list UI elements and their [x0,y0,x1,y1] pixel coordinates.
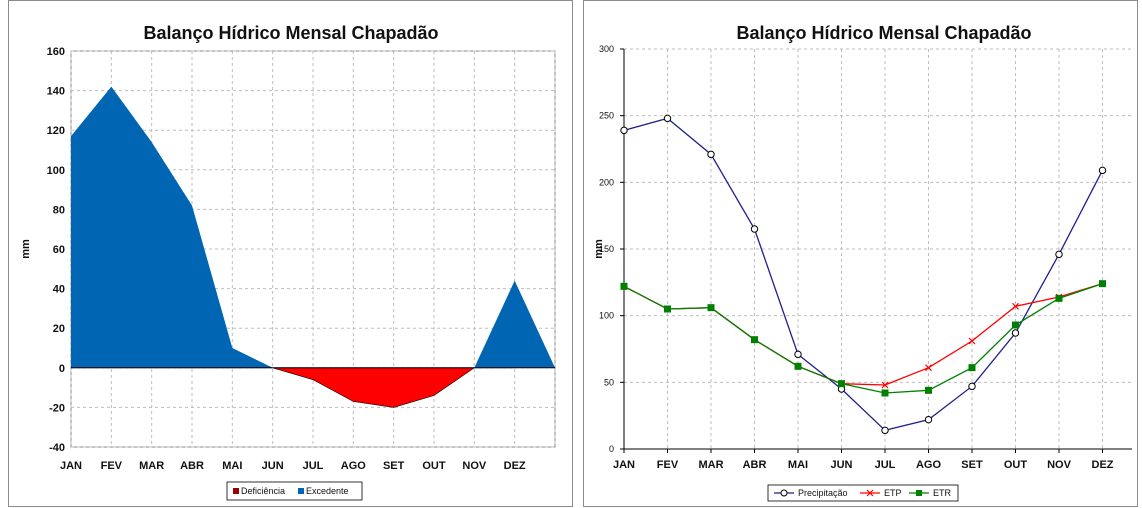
legend-label-etr: ETR [933,488,952,498]
series-etr-point [751,336,758,344]
series-etr-line [623,283,1103,394]
legend: Deficiência Excedente [226,481,363,501]
legend-label-deficiencia: Deficiência [241,486,285,496]
y-tick-label: 80 [53,204,65,216]
legend: Precipitação ETP ETR [767,484,959,502]
x-tick-label: MAR [139,460,164,472]
series-precipitacao-point [707,150,715,159]
legend-marker-deficiencia [233,488,239,494]
x-tick-label: JUN [830,459,852,471]
x-tick-label: ABR [180,460,204,472]
y-tick-label: 100 [599,311,614,321]
deficit-surplus-chart: Balanço Hídrico Mensal Chapadão -40 -20 0 20… [20,23,556,501]
series-precipitacao-point [1011,329,1020,337]
x-tick-label: DEZ [1092,459,1114,471]
series-precipitacao-line [623,117,1104,432]
series-precipitacao-point [794,350,802,359]
y-tick-label: 0 [609,444,614,454]
y-tick-label: 60 [53,244,65,256]
x-tick-label: OUT [1004,459,1028,471]
series-precipitacao-point [750,225,759,233]
series-excedente-area [71,86,555,368]
legend-marker-precipitacao [780,489,788,497]
x-tick-label: FEV [657,459,679,471]
x-tick-label: SET [961,459,983,471]
y-tick-label: 150 [599,244,614,254]
y-tick-label: -40 [49,442,65,454]
precipitation-et-chart: Balanço Hídrico Mensal Chapadão 0 50 100 150… [593,23,1132,502]
series-etr-point [881,389,889,397]
series-etp-point [925,364,932,372]
x-tick-label: JAN [613,459,635,471]
y-tick-label: 100 [47,165,65,177]
series-etr-point [1055,294,1063,302]
chart-title: Balanço Hídrico Mensal Chapadão [736,23,1031,43]
y-tick-label: 120 [47,125,65,137]
series-etp-point [1012,302,1019,310]
x-tick-label: AGO [341,460,367,472]
legend-label-precipitacao: Precipitação [798,488,848,498]
chart-title: Balanço Hídrico Mensal Chapadão [143,23,438,43]
legend-label-etp: ETP [884,488,902,498]
legend-marker-etr [916,490,922,496]
legend-box [226,481,363,501]
series-etr-point [1099,280,1106,288]
x-tick-label: MAR [698,459,723,471]
deficit-surplus-chart-panel: Balanço Hídrico Mensal Chapadão -40 -20 0 20… [8,0,573,507]
x-tick-label: JAN [60,460,82,472]
y-tick-label: 50 [604,377,614,387]
x-tick-label: MAI [788,459,808,471]
x-marker-stroke [925,364,932,372]
series-precipitacao-point [1098,166,1107,175]
panel-divider [577,0,579,507]
series-etr-point [794,362,802,370]
series-etr-point [925,386,932,394]
x-tick-label: SET [383,460,405,472]
x-marker-stroke [881,381,889,389]
legend-marker-etp [866,489,874,497]
series-etp-point [968,337,976,345]
series-precipitacao-point [924,415,933,424]
x-marker-stroke [968,337,976,345]
series-precipitacao-point [968,382,976,391]
series-etp-point [881,381,889,389]
y-tick-label: 20 [53,323,65,335]
x-tick-label: NOV [462,460,487,472]
x-tick-label: FEV [101,460,123,472]
legend-marker-excedente [298,488,304,494]
y-tick-label: 0 [59,363,65,375]
series-etp-line [623,283,1103,386]
series-etr-point [620,282,628,290]
series-etr-point [838,380,845,388]
y-tick-label: 300 [599,44,614,54]
series-precipitacao-point [620,126,628,135]
series-etr-point [707,304,715,312]
x-marker-stroke [1012,302,1019,310]
x-tick-label: MAI [222,460,242,472]
x-tick-label: JUL [875,459,896,471]
y-axis-label: mm [593,239,605,259]
x-tick-label: OUT [422,460,446,472]
x-tick-label: NOV [1047,459,1072,471]
series-precipitacao-point [1055,250,1063,259]
y-tick-label: 40 [53,284,65,296]
x-tick-label: AGO [916,459,942,471]
x-tick-label: DEZ [504,460,526,472]
series-etr-point [968,364,976,372]
y-tick-label: 200 [599,177,614,187]
series-precipitacao-point [663,114,672,123]
series-etr-point [664,305,671,313]
y-tick-label: 160 [47,46,65,58]
series-etr-point [1012,321,1019,329]
y-tick-label: -20 [49,402,65,414]
series-precipitacao-point [881,426,889,435]
x-tick-label: JUN [262,460,284,472]
y-tick-label: 250 [599,111,614,121]
y-tick-label: 140 [47,86,65,98]
x-tick-label: JUL [303,460,324,472]
legend-label-excedente: Excedente [306,486,349,496]
x-tick-label: ABR [743,459,767,471]
y-axis-label: mm [20,239,32,259]
precipitation-et-chart-panel: Balanço Hídrico Mensal Chapadão 0 50 100 150… [583,0,1138,507]
